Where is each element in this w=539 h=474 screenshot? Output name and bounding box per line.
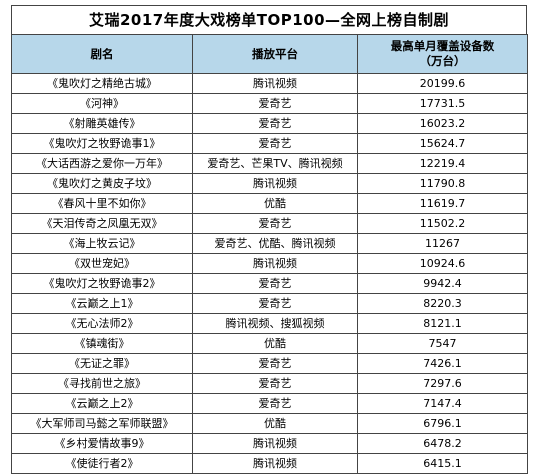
cell-name: 《天泪传奇之凤凰无双》 xyxy=(11,213,193,234)
table-title: 艾瑞2017年度大戏榜单TOP100—全网上榜自制剧 xyxy=(11,5,527,34)
cell-name: 《大话西游之爱你一万年》 xyxy=(11,153,193,174)
cell-platform: 爱奇艺 xyxy=(192,273,358,294)
cell-value: 7547 xyxy=(357,333,528,354)
cell-platform: 爱奇艺 xyxy=(192,373,358,394)
table-row: 《无心法师2》 腾讯视频、搜狐视频 8121.1 xyxy=(11,313,528,334)
cell-platform: 爱奇艺 xyxy=(192,93,358,114)
ranking-table: 剧名 播放平台 最高单月覆盖设备数 （万台） 《鬼吹灯之精绝古城》 腾讯视频 201… xyxy=(11,34,528,474)
cell-name: 《河神》 xyxy=(11,93,193,114)
cell-value: 11790.8 xyxy=(357,173,528,194)
cell-platform: 爱奇艺 xyxy=(192,293,358,314)
cell-value: 8220.3 xyxy=(357,293,528,314)
cell-value: 8121.1 xyxy=(357,313,528,334)
table-row: 《春风十里不如你》 优酷 11619.7 xyxy=(11,193,528,214)
table-body: 《鬼吹灯之精绝古城》 腾讯视频 20199.6 《河神》 爱奇艺 17731.5 《射雕英雄… xyxy=(11,73,528,474)
cell-name: 《云巅之上1》 xyxy=(11,293,193,314)
cell-platform: 优酷 xyxy=(192,193,358,214)
cell-platform: 爱奇艺 xyxy=(192,133,358,154)
cell-value: 7297.6 xyxy=(357,373,528,394)
cell-name: 《使徒行者2》 xyxy=(11,453,193,474)
cell-platform: 爱奇艺、芒果TV、腾讯视频 xyxy=(192,153,358,174)
cell-value: 16023.2 xyxy=(357,113,528,134)
cell-value: 15624.7 xyxy=(357,133,528,154)
cell-platform: 爱奇艺 xyxy=(192,113,358,134)
table-row: 《云巅之上1》 爱奇艺 8220.3 xyxy=(11,293,528,314)
table-row: 《大军师司马懿之军师联盟》 优酷 6796.1 xyxy=(11,413,528,434)
table-row: 《无证之罪》 爱奇艺 7426.1 xyxy=(11,353,528,374)
cell-value: 12219.4 xyxy=(357,153,528,174)
cell-name: 《春风十里不如你》 xyxy=(11,193,193,214)
cell-name: 《射雕英雄传》 xyxy=(11,113,193,134)
cell-value: 9942.4 xyxy=(357,273,528,294)
cell-value: 10924.6 xyxy=(357,253,528,274)
ranking-sheet: 艾瑞2017年度大戏榜单TOP100—全网上榜自制剧 剧名 播放平台 最高单月覆… xyxy=(11,5,528,474)
cell-name: 《海上牧云记》 xyxy=(11,233,193,254)
cell-value: 6478.2 xyxy=(357,433,528,454)
cell-name: 《镇魂街》 xyxy=(11,333,193,354)
cell-value: 6796.1 xyxy=(357,413,528,434)
cell-name: 《双世宠妃》 xyxy=(11,253,193,274)
table-row: 《双世宠妃》 腾讯视频 10924.6 xyxy=(11,253,528,274)
table-row: 《鬼吹灯之黄皮子坟》 腾讯视频 11790.8 xyxy=(11,173,528,194)
table-row: 《大话西游之爱你一万年》 爱奇艺、芒果TV、腾讯视频 12219.4 xyxy=(11,153,528,174)
cell-name: 《无心法师2》 xyxy=(11,313,193,334)
cell-value: 6415.1 xyxy=(357,453,528,474)
table-row: 《云巅之上2》 爱奇艺 7147.4 xyxy=(11,393,528,414)
cell-value: 7147.4 xyxy=(357,393,528,414)
cell-platform: 腾讯视频 xyxy=(192,453,358,474)
table-row: 《寻找前世之旅》 爱奇艺 7297.6 xyxy=(11,373,528,394)
cell-name: 《云巅之上2》 xyxy=(11,393,193,414)
cell-value: 17731.5 xyxy=(357,93,528,114)
cell-value: 20199.6 xyxy=(357,73,528,94)
table-row: 《镇魂街》 优酷 7547 xyxy=(11,333,528,354)
cell-platform: 优酷 xyxy=(192,333,358,354)
cell-name: 《鬼吹灯之牧野诡事1》 xyxy=(11,133,193,154)
table-row: 《海上牧云记》 爱奇艺、优酷、腾讯视频 11267 xyxy=(11,233,528,254)
cell-value: 11267 xyxy=(357,233,528,254)
header-value: 最高单月覆盖设备数 （万台） xyxy=(357,34,528,74)
cell-name: 《鬼吹灯之黄皮子坟》 xyxy=(11,173,193,194)
cell-name: 《鬼吹灯之精绝古城》 xyxy=(11,73,193,94)
header-platform: 播放平台 xyxy=(192,34,358,74)
table-row: 《鬼吹灯之牧野诡事1》 爱奇艺 15624.7 xyxy=(11,133,528,154)
header-value-line2: （万台） xyxy=(419,54,466,68)
cell-platform: 爱奇艺 xyxy=(192,353,358,374)
table-row: 《乡村爱情故事9》 腾讯视频 6478.2 xyxy=(11,433,528,454)
table-row: 《鬼吹灯之精绝古城》 腾讯视频 20199.6 xyxy=(11,73,528,94)
cell-name: 《寻找前世之旅》 xyxy=(11,373,193,394)
cell-name: 《乡村爱情故事9》 xyxy=(11,433,193,454)
cell-platform: 爱奇艺 xyxy=(192,213,358,234)
cell-platform: 腾讯视频 xyxy=(192,253,358,274)
header-value-line1: 最高单月覆盖设备数 xyxy=(390,39,495,53)
header-row: 剧名 播放平台 最高单月覆盖设备数 （万台） xyxy=(11,34,528,74)
cell-value: 11502.2 xyxy=(357,213,528,234)
table-row: 《天泪传奇之凤凰无双》 爱奇艺 11502.2 xyxy=(11,213,528,234)
table-row: 《使徒行者2》 腾讯视频 6415.1 xyxy=(11,453,528,474)
cell-platform: 爱奇艺 xyxy=(192,393,358,414)
cell-platform: 爱奇艺、优酷、腾讯视频 xyxy=(192,233,358,254)
cell-value: 7426.1 xyxy=(357,353,528,374)
cell-name: 《大军师司马懿之军师联盟》 xyxy=(11,413,193,434)
cell-value: 11619.7 xyxy=(357,193,528,214)
header-name: 剧名 xyxy=(11,34,193,74)
cell-platform: 腾讯视频 xyxy=(192,73,358,94)
table-row: 《河神》 爱奇艺 17731.5 xyxy=(11,93,528,114)
cell-name: 《鬼吹灯之牧野诡事2》 xyxy=(11,273,193,294)
cell-name: 《无证之罪》 xyxy=(11,353,193,374)
cell-platform: 腾讯视频 xyxy=(192,173,358,194)
cell-platform: 优酷 xyxy=(192,413,358,434)
table-row: 《鬼吹灯之牧野诡事2》 爱奇艺 9942.4 xyxy=(11,273,528,294)
table-row: 《射雕英雄传》 爱奇艺 16023.2 xyxy=(11,113,528,134)
cell-platform: 腾讯视频、搜狐视频 xyxy=(192,313,358,334)
cell-platform: 腾讯视频 xyxy=(192,433,358,454)
